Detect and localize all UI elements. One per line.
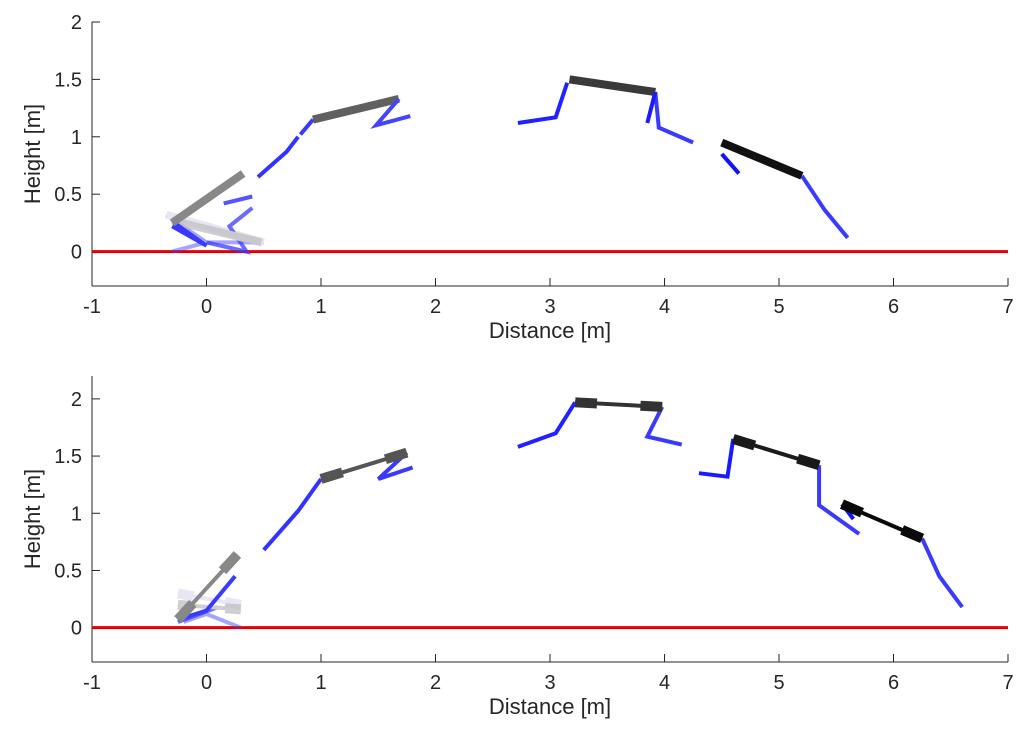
leg-segment: [645, 91, 658, 124]
leg-segment: [817, 465, 861, 536]
y-tick-label: 0: [71, 618, 82, 640]
trunk-segment: [720, 138, 804, 180]
motion-frame: [174, 551, 242, 624]
y-tick-label: 2: [71, 389, 82, 411]
x-tick-label: 2: [430, 296, 441, 318]
y-tick-label: 1.5: [54, 69, 82, 91]
x-tick-label: 5: [773, 296, 784, 318]
y-tick-label: 1: [71, 503, 82, 525]
motion-frame: [256, 135, 300, 179]
trunk-end-cap: [224, 603, 242, 615]
motion-frame: [568, 75, 694, 145]
x-tick-label: 6: [888, 672, 899, 694]
trunk-end-cap: [218, 551, 242, 575]
motion-frame: [370, 97, 411, 129]
motion-frame: [720, 152, 741, 175]
y-tick-label: 2: [71, 12, 82, 34]
x-tick-label: 4: [659, 296, 670, 318]
motion-frame: [319, 447, 414, 484]
x-tick-label: -1: [83, 296, 101, 318]
y-tick-label: 1.5: [54, 446, 82, 468]
motion-frame: [298, 95, 400, 136]
trunk-segment: [171, 216, 263, 247]
trunk-segment: [568, 75, 656, 96]
motion-frame: [840, 499, 964, 609]
x-tick-label: 4: [659, 672, 670, 694]
x-tick-label: 5: [773, 672, 784, 694]
trunk-end-cap: [731, 434, 757, 451]
y-tick-label: 1: [71, 127, 82, 149]
trunk-segment: [312, 95, 400, 124]
leg-segment: [177, 574, 237, 622]
motion-frame: [574, 397, 683, 447]
motion-frame: [698, 438, 736, 479]
leg-segment: [720, 152, 741, 175]
x-tick-label: 0: [201, 672, 212, 694]
y-tick-label: 0.5: [54, 560, 82, 582]
trunk-end-cap: [640, 400, 663, 412]
leg-segment: [171, 221, 208, 248]
motion-frame: [731, 434, 861, 536]
trunk-end-cap: [796, 453, 821, 471]
x-tick-label: 0: [201, 296, 212, 318]
y-axis-label: Height [m]: [20, 104, 45, 204]
leg-segment: [223, 194, 253, 206]
motion-frame: [720, 138, 850, 240]
leg-segment: [262, 477, 323, 552]
trunk-end-cap: [900, 525, 925, 544]
motion-frame: [517, 401, 577, 449]
trunk-end-cap: [174, 599, 197, 624]
x-tick-label: 3: [544, 296, 555, 318]
leg-segment: [376, 451, 414, 481]
motion-frame: [176, 588, 242, 630]
x-tick-label: 7: [1002, 672, 1013, 694]
leg-segment: [165, 213, 264, 254]
motion-frame: [169, 170, 246, 248]
trunk-end-cap: [383, 447, 409, 465]
x-tick-label: 6: [888, 296, 899, 318]
y-tick-label: 0.5: [54, 184, 82, 206]
x-tick-label: -1: [83, 672, 101, 694]
motion-frame: [223, 194, 253, 206]
trunk-end-cap: [176, 588, 195, 602]
leg-segment: [370, 97, 411, 129]
leg-segment: [653, 91, 694, 145]
x-axis-label: Distance [m]: [489, 694, 611, 719]
x-tick-label: 3: [544, 672, 555, 694]
motion-frame: [517, 82, 570, 125]
leg-segment: [182, 611, 242, 630]
chart-panel-1: -1 0 1 2 3 4 5 6 7 0 0.5 1 1.5 2 Distance [m] Height [m…: [20, 12, 1014, 343]
x-tick-label: 1: [315, 296, 326, 318]
x-tick-label: 1: [315, 672, 326, 694]
trunk-end-cap: [574, 397, 598, 409]
leg-segment: [698, 438, 736, 479]
x-axis-label: Distance [m]: [489, 318, 611, 343]
chart-panel-2: -1 0 1 2 3 4 5 6 7 0 0.5 1 1.5 2 Distance [m] Height [m…: [20, 376, 1014, 719]
trunk-segment: [169, 170, 246, 227]
x-tick-label: 2: [430, 672, 441, 694]
leg-segment: [517, 401, 577, 449]
leg-segment: [644, 406, 683, 447]
leg-segment: [298, 118, 315, 136]
trunk-end-cap: [840, 499, 864, 518]
trunk-end-cap: [319, 467, 344, 484]
leg-segment: [800, 174, 850, 240]
motion-frame: [262, 477, 323, 552]
leg-segment: [920, 537, 964, 609]
motion-frame: [171, 206, 263, 255]
leg-segment: [256, 135, 300, 179]
x-tick-label: 7: [1002, 296, 1013, 318]
y-axis-label: Height [m]: [20, 469, 45, 569]
y-tick-label: 0: [71, 242, 82, 264]
trunk-segment: [177, 591, 242, 607]
leg-segment: [517, 82, 570, 125]
motion-frame: [645, 91, 658, 124]
